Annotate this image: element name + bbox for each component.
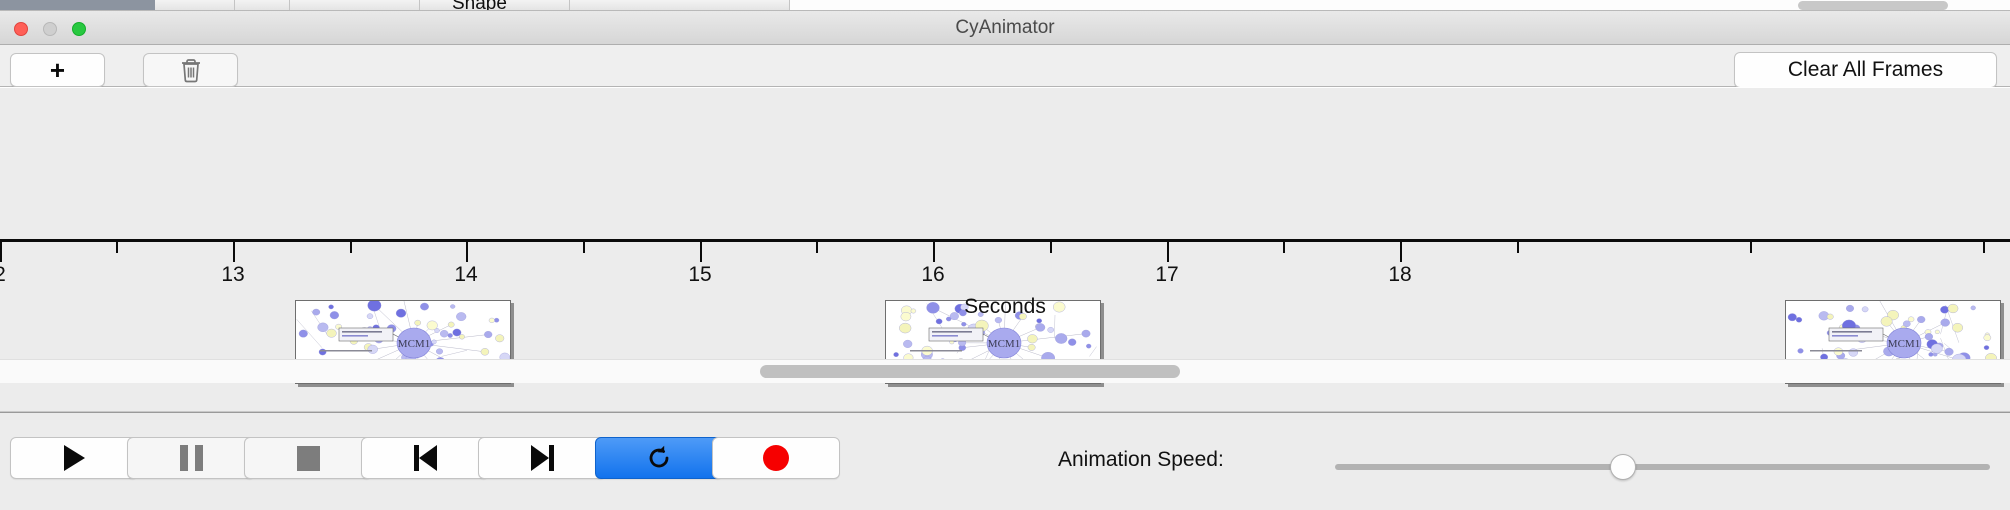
axis-tick-major bbox=[700, 242, 702, 262]
axis-tick-minor bbox=[350, 242, 352, 253]
delete-frame-button[interactable] bbox=[143, 53, 238, 87]
timeline-scrollbar-thumb[interactable] bbox=[760, 365, 1180, 378]
background-chip bbox=[290, 0, 420, 10]
axis-title: Seconds bbox=[964, 295, 1046, 318]
axis-tick-minor bbox=[116, 242, 118, 253]
toolbar: + Clear All Frames bbox=[0, 45, 2010, 88]
axis-tick-minor bbox=[1050, 242, 1052, 253]
pause-button[interactable] bbox=[127, 437, 255, 479]
axis-tick-major bbox=[1400, 242, 1402, 262]
stop-button[interactable] bbox=[244, 437, 372, 479]
background-window-strip: Shape bbox=[0, 0, 2010, 11]
timeline-panel[interactable]: MCM1 MCM1 MCM1 2 13 14 15 16 17 18 Seconds bbox=[0, 87, 2010, 412]
close-button[interactable] bbox=[14, 22, 28, 36]
loop-icon bbox=[649, 445, 669, 468]
axis-tick-minor bbox=[1283, 242, 1285, 253]
playback-control-bar: Animation Speed: bbox=[0, 412, 2010, 510]
record-icon bbox=[763, 445, 789, 471]
pause-icon bbox=[179, 445, 203, 471]
window-titlebar: CyAnimator bbox=[0, 11, 2010, 45]
maximize-button[interactable] bbox=[72, 22, 86, 36]
loop-button[interactable] bbox=[595, 437, 723, 479]
svg-text:MCM1: MCM1 bbox=[398, 338, 430, 350]
window-title: CyAnimator bbox=[955, 17, 1055, 38]
axis-tick-label: 18 bbox=[1388, 263, 1412, 286]
axis-tick-major bbox=[1167, 242, 1169, 262]
background-chip bbox=[155, 0, 235, 10]
axis-tick-label: 16 bbox=[921, 263, 945, 286]
axis-tick-minor bbox=[1750, 242, 1752, 253]
timeline-axis bbox=[0, 239, 2010, 242]
timeline-scrollbar[interactable] bbox=[0, 359, 2010, 383]
axis-tick-label: 17 bbox=[1155, 263, 1179, 286]
axis-tick-major bbox=[466, 242, 468, 262]
background-toolbar-dark bbox=[0, 0, 155, 10]
axis-tick-minor bbox=[1983, 242, 1985, 253]
stop-icon bbox=[296, 445, 320, 471]
play-icon bbox=[63, 445, 85, 471]
clear-all-frames-label: Clear All Frames bbox=[1787, 58, 1944, 81]
animation-speed-label: Animation Speed: bbox=[1058, 448, 1224, 471]
axis-tick-label: 15 bbox=[688, 263, 712, 286]
background-chip bbox=[235, 0, 290, 10]
skip-start-button[interactable] bbox=[361, 437, 489, 479]
axis-tick-label: 13 bbox=[221, 263, 245, 286]
background-window-label: Shape bbox=[452, 0, 507, 11]
axis-tick-label: 14 bbox=[454, 263, 478, 286]
timeline-top-divider bbox=[0, 87, 2010, 88]
axis-tick-major bbox=[933, 242, 935, 262]
axis-tick-minor bbox=[583, 242, 585, 253]
svg-text:MCM1: MCM1 bbox=[988, 338, 1020, 350]
animation-speed-slider[interactable] bbox=[1335, 454, 1990, 480]
background-chip bbox=[570, 0, 790, 10]
axis-tick-label: 2 bbox=[0, 263, 30, 287]
skip-backward-icon bbox=[413, 445, 437, 471]
background-chip bbox=[420, 0, 570, 10]
record-button[interactable] bbox=[712, 437, 840, 479]
play-button[interactable] bbox=[10, 437, 138, 479]
axis-tick-minor bbox=[816, 242, 818, 253]
add-frame-button[interactable]: + bbox=[10, 53, 105, 87]
minimize-button[interactable] bbox=[43, 22, 57, 36]
slider-thumb[interactable] bbox=[1610, 454, 1637, 480]
skip-end-button[interactable] bbox=[478, 437, 606, 479]
axis-tick-major bbox=[0, 242, 2, 262]
axis-tick-minor bbox=[1517, 242, 1519, 253]
axis-tick-major bbox=[233, 242, 235, 262]
plus-icon: + bbox=[49, 55, 66, 85]
background-scrollbar-thumb bbox=[1798, 1, 1948, 10]
svg-text:MCM1: MCM1 bbox=[1888, 338, 1920, 350]
clear-all-frames-button[interactable]: Clear All Frames bbox=[1734, 52, 1997, 88]
skip-forward-icon bbox=[530, 445, 554, 471]
slider-track bbox=[1335, 464, 1990, 470]
trash-icon bbox=[181, 59, 200, 83]
